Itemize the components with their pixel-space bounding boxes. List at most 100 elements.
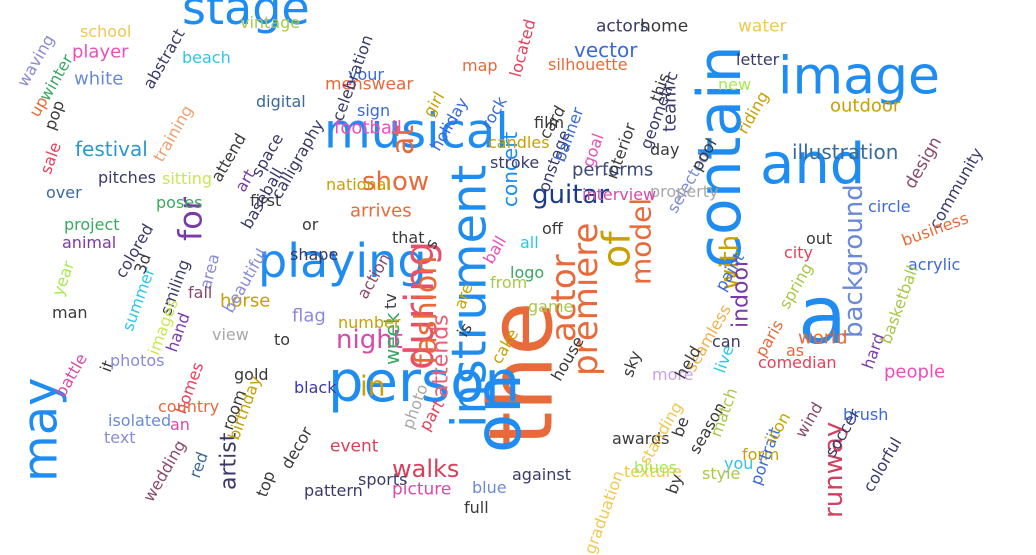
word-people: people [884, 361, 946, 383]
word-icon: icon [761, 408, 795, 448]
word-number: number [338, 313, 401, 333]
word-model: model [624, 197, 658, 285]
word-image: image [778, 46, 940, 107]
word-as: as [786, 341, 805, 361]
word-performs: performs [572, 159, 654, 181]
word-to: to [274, 330, 291, 350]
word-white: white [74, 68, 124, 90]
word-home: home [640, 16, 689, 37]
word-by: by [662, 471, 687, 497]
word-basketball: basketball [876, 262, 922, 347]
word-black: black [294, 378, 337, 398]
word-walks: walks [392, 454, 460, 483]
word-playing: playing [258, 234, 427, 289]
word-vector: vector [574, 38, 638, 62]
word-off: off [542, 219, 563, 239]
word-tv: tv [381, 293, 401, 309]
word-a: a [798, 269, 848, 362]
word-graduation: graduation [580, 467, 628, 555]
word-player: player [72, 41, 129, 63]
word-man: man [52, 303, 88, 323]
word-game: game [528, 297, 574, 317]
word-sitting: sitting [162, 169, 213, 189]
word-or: or [302, 215, 319, 235]
word-over: over [46, 183, 82, 203]
word-calligraphy: calligraphy [267, 116, 328, 203]
word-festival: festival [75, 137, 148, 161]
word-battle: battle [51, 350, 92, 401]
word-arrives: arrives [350, 200, 412, 222]
word-top: top [252, 468, 279, 500]
word-colorful: colorful [859, 433, 906, 496]
word-animal: animal [62, 233, 117, 253]
word-menswear: menswear [325, 74, 414, 95]
word-show: show [362, 167, 430, 198]
word-guitar: guitar [532, 180, 610, 211]
word-form: form [742, 445, 780, 465]
word-vintage: vintage [240, 13, 301, 33]
word-and: and [760, 132, 866, 198]
word-decor: decor [277, 423, 317, 473]
word-beach: beach [182, 48, 231, 68]
word-national: national [326, 175, 391, 195]
word-school: school [80, 22, 132, 42]
word-red: red [185, 449, 212, 481]
word-map: map [462, 56, 498, 76]
word-digital: digital [256, 92, 306, 112]
word-world: world [798, 327, 848, 349]
word-texture: texture [624, 462, 682, 482]
word-day: day [650, 140, 680, 160]
word-comedian: comedian [758, 353, 837, 373]
word-gold: gold [234, 365, 269, 385]
word-background: background [839, 184, 870, 338]
word-wedding: wedding [139, 436, 190, 506]
word-you: you [724, 454, 754, 474]
word-football: football [334, 117, 402, 139]
word-silhouette: silhouette [548, 55, 628, 75]
word-artist: artist [216, 432, 242, 490]
word-training: training [149, 101, 197, 166]
word-sign: sign [357, 101, 391, 121]
word-fall: fall [188, 283, 213, 303]
word-in: in [360, 369, 386, 403]
word-year: year [48, 258, 79, 299]
word-blue: blue [472, 478, 507, 498]
word-logo: logo [510, 263, 545, 283]
word-horse: horse [220, 290, 271, 312]
word-musical: musical [324, 103, 509, 160]
word-abstract: abstract [139, 25, 189, 93]
word-shape: shape [290, 245, 339, 265]
word-circle: circle [868, 197, 911, 217]
word-all: all [520, 233, 539, 253]
word-flag: flag [292, 305, 326, 327]
word-illustration: illustration [792, 140, 899, 164]
word-stage: stage [182, 0, 310, 36]
word-event: event [330, 436, 379, 457]
word-against: against [512, 465, 571, 485]
word-night: night [336, 325, 403, 356]
word-interview: interview [582, 185, 657, 205]
word-match: match [706, 385, 742, 440]
word-design: design [900, 133, 947, 193]
word-pitches: pitches [98, 168, 156, 188]
word-poses: poses [156, 193, 203, 213]
word-photos: photos [110, 351, 165, 371]
word-picture: picture [392, 479, 452, 500]
word-outdoor: outdoor [830, 95, 901, 117]
word-property: property [650, 182, 719, 202]
word-sports: sports [358, 470, 408, 490]
word-actors: actors [596, 16, 649, 37]
word-brush: brush [843, 405, 889, 425]
word-attends: attends [428, 314, 454, 398]
word-letter: letter [736, 50, 780, 70]
word-new: new [718, 75, 752, 95]
word-full: full [464, 498, 489, 518]
word-located: located [505, 17, 540, 80]
word-country: country [158, 397, 220, 417]
word-acrylic: acrylic [908, 255, 961, 275]
word-candles: candles [488, 133, 550, 153]
word-be: be [668, 414, 693, 440]
word-pattern: pattern [304, 481, 363, 501]
word-your: your [348, 65, 384, 85]
